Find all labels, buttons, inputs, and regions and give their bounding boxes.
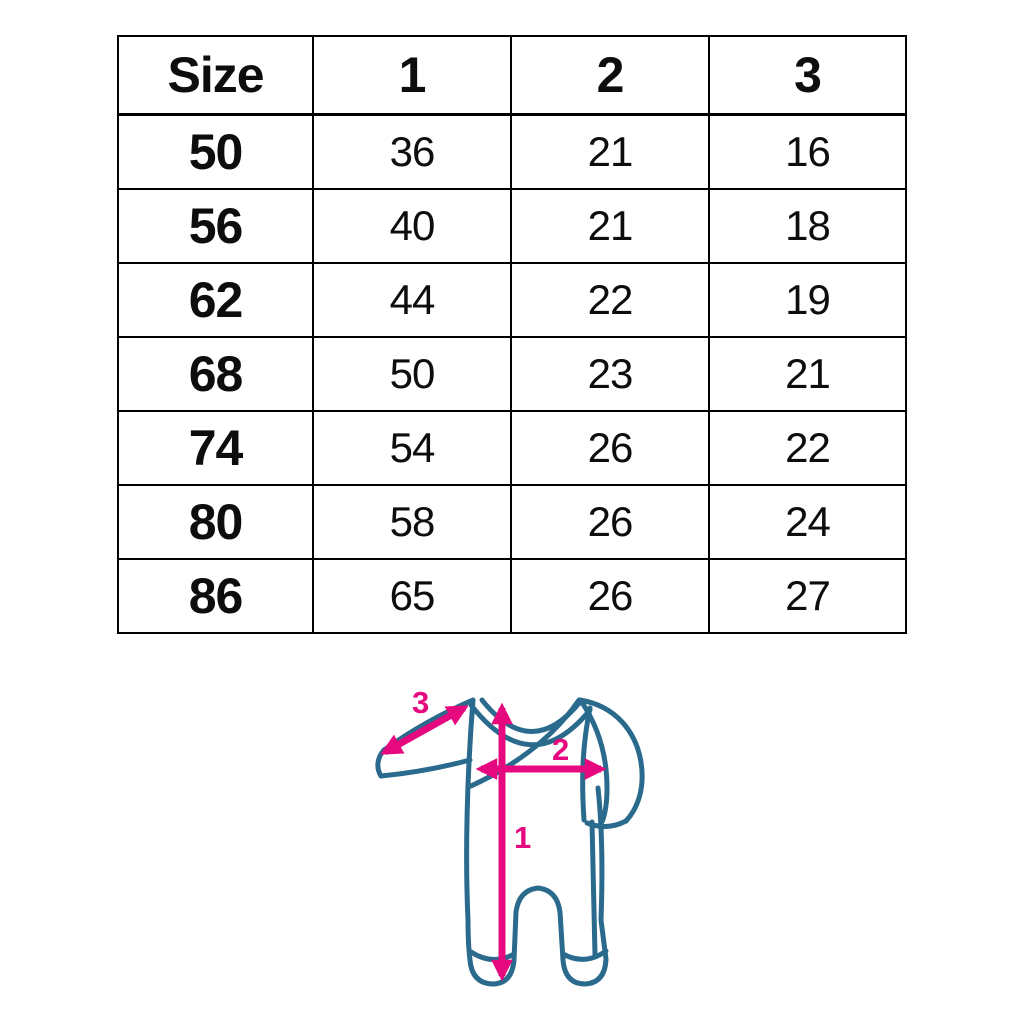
- value-cell: 50: [312, 335, 512, 412]
- right-sleeve-crease: [578, 698, 610, 825]
- value-cell: 23: [510, 335, 710, 412]
- value-cell: 26: [510, 409, 710, 486]
- size-cell: 86: [117, 557, 314, 634]
- size-cell: 68: [117, 335, 314, 412]
- left-cuff: [375, 747, 387, 779]
- size-cell: 62: [117, 261, 314, 338]
- left-foot-line: [468, 949, 517, 962]
- value-cell: 27: [708, 557, 907, 634]
- sleeve-length-label: 3: [412, 685, 429, 720]
- header-row: Size 1 2 3: [117, 35, 907, 116]
- value-cell: 36: [312, 113, 512, 190]
- value-cell: 40: [312, 187, 512, 264]
- value-cell: 21: [510, 113, 710, 190]
- table-row: 86 65 26 27: [117, 557, 907, 634]
- size-cell: 74: [117, 409, 314, 486]
- right-side-seam: [589, 819, 598, 958]
- column-header-1: 1: [312, 35, 512, 116]
- body-length-label: 1: [514, 820, 531, 855]
- value-cell: 44: [312, 261, 512, 338]
- column-header-2: 2: [510, 35, 710, 116]
- size-cell: 50: [117, 113, 314, 190]
- table-row: 68 50 23 21: [117, 335, 907, 412]
- value-cell: 26: [510, 483, 710, 560]
- column-header-size: Size: [117, 35, 314, 116]
- measurement-arrows: 1 2 3: [380, 685, 607, 982]
- measurement-diagram: 1 2 3: [375, 685, 645, 987]
- value-cell: 65: [312, 557, 512, 634]
- table-row: 62 44 22 19: [117, 261, 907, 338]
- size-cell: 80: [117, 483, 314, 560]
- left-sleeve-underside: [378, 757, 473, 779]
- value-cell: 54: [312, 409, 512, 486]
- value-cell: 18: [708, 187, 907, 264]
- table-row: 74 54 26 22: [117, 409, 907, 486]
- table-row: 50 36 21 16: [117, 113, 907, 190]
- right-raglan-seam: [580, 705, 593, 823]
- sleeve-length-arrow: [380, 704, 469, 756]
- neckline-inner: [468, 702, 593, 748]
- column-header-3: 3: [708, 35, 907, 116]
- value-cell: 22: [708, 409, 907, 486]
- right-sleeve: [577, 697, 645, 824]
- value-cell: 22: [510, 261, 710, 338]
- value-cell: 16: [708, 113, 907, 190]
- table-row: 56 40 21 18: [117, 187, 907, 264]
- chest-width-label: 2: [552, 732, 569, 767]
- table-row: 80 58 26 24: [117, 483, 907, 560]
- body-outline: [464, 697, 609, 987]
- value-cell: 21: [708, 335, 907, 412]
- value-cell: 21: [510, 187, 710, 264]
- right-foot-line: [560, 948, 609, 962]
- value-cell: 24: [708, 483, 907, 560]
- size-cell: 56: [117, 187, 314, 264]
- value-cell: 19: [708, 261, 907, 338]
- value-cell: 26: [510, 557, 710, 634]
- sleepsuit-outline-icon: [375, 697, 645, 987]
- size-chart-table: Size 1 2 3 50 36 21 16 56 40 21 18 62 44: [117, 35, 907, 634]
- value-cell: 58: [312, 483, 512, 560]
